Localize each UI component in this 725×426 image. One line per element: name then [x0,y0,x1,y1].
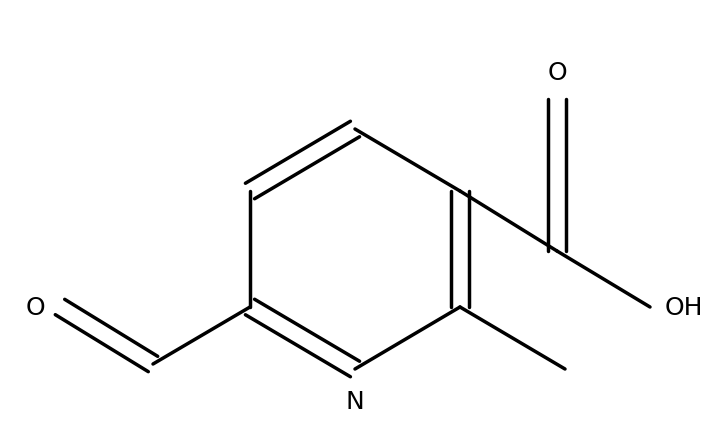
Text: O: O [547,61,567,85]
Text: O: O [25,295,45,319]
Text: N: N [346,389,365,413]
Text: OH: OH [665,295,703,319]
